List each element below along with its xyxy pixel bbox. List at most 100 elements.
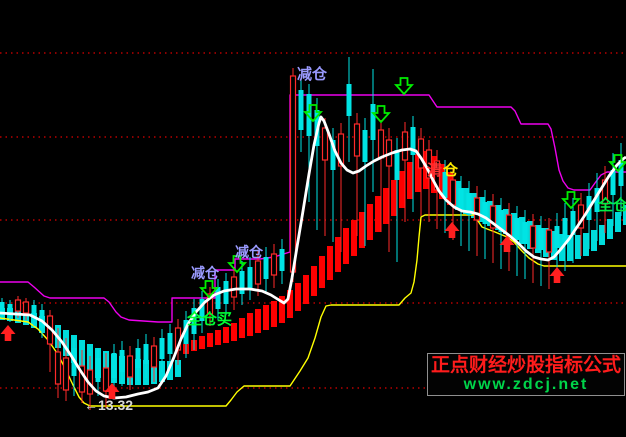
sell-down-arrow-icon [560,191,582,210]
band-bar [231,323,237,341]
candle-body [167,333,173,354]
band-bar [623,205,626,225]
candle-body [482,202,488,224]
band-bar [535,225,541,253]
candle-body [514,218,520,240]
candle-body [618,160,624,186]
candle-body [425,149,433,179]
candle-body [263,257,269,279]
band-bar [607,219,613,239]
band-bar [255,309,261,333]
candle-body [95,358,101,382]
sell-down-arrow-icon [607,154,626,173]
candle-body [554,226,560,248]
band-bar [207,333,213,347]
band-bar [287,290,293,318]
candle-body [370,104,376,140]
candle-body [298,90,304,130]
signal-label: 减仓 [297,66,328,83]
candle-body [442,172,448,198]
band-bar [375,196,381,232]
sell-down-arrow-icon [370,105,392,124]
candle-body [498,210,504,232]
band-bar [271,301,277,327]
band-bar [359,212,365,248]
candle-body [119,350,125,372]
candle-body [610,170,616,195]
band-bar [519,217,525,244]
band-bar [567,235,573,261]
candle-body [346,84,352,116]
band-bar [295,283,301,311]
buy-up-arrow-icon [499,236,515,252]
candle-body [22,301,30,314]
candle-body [279,249,285,271]
candle-body [14,299,22,312]
candle-body [466,193,472,215]
candle-body [330,140,336,170]
ma-white-line [0,115,626,400]
buy-up-arrow-icon [104,383,120,399]
candle-body [270,253,278,276]
candle-body [458,188,464,210]
band-bar [247,313,253,336]
candle-body [31,305,37,318]
watermark-url: www.zdcj.net [463,375,589,393]
candle-body [159,338,165,359]
band-bar [343,228,349,264]
band-bar [575,235,581,259]
candle-body [230,276,238,298]
candle-body [401,131,409,161]
candle-body [247,267,253,289]
signal-label: 仓 [443,162,459,179]
candle-body [321,127,329,161]
candle-body [410,127,416,155]
sell-down-arrow-icon [393,77,415,96]
band-bar [455,181,461,210]
candle-body [538,228,544,250]
band-bar [223,327,229,343]
signal-label: 全仓买 [187,311,233,328]
band-bar [407,162,413,199]
candle-body [362,130,368,162]
signal-label: 清 [427,162,443,179]
candle-body [570,211,576,235]
band-bar [311,266,317,296]
band-bar [319,256,325,288]
candle-body [489,205,497,229]
sell-down-arrow-icon [198,280,220,299]
band-bar [351,220,357,256]
candle-body [0,302,5,312]
signal-label: 全仓 [598,197,626,214]
candle-body [254,260,262,285]
candle-body [183,320,189,344]
band-bar [327,246,333,280]
band-bar [391,180,397,216]
band-bar [279,296,285,323]
band-bar [399,171,405,208]
candle-body [206,293,214,315]
signal-label: 减仓 [235,244,263,260]
band-bar [303,275,309,304]
signal-label: 减仓 [191,265,219,281]
buy-up-arrow-icon [549,267,565,283]
band-bar [175,360,181,377]
band-bar [615,212,621,232]
band-bar [335,237,341,272]
candle-body [353,123,361,157]
band-bar [463,188,469,214]
band-bar [583,233,589,256]
band-bar [495,205,501,230]
watermark-box: 正点财经炒股指标公式 www.zdcj.net [427,353,625,396]
candle-body [62,357,70,391]
candle-body [562,218,568,242]
candle-body [102,367,110,392]
candle-body [545,229,553,253]
candle-body [594,188,600,212]
candle-body [449,179,457,206]
candle-body [54,351,62,385]
band-bar [167,361,173,380]
buy-up-arrow-icon [444,222,460,238]
price-callout-label: ←13.32 [84,397,134,413]
